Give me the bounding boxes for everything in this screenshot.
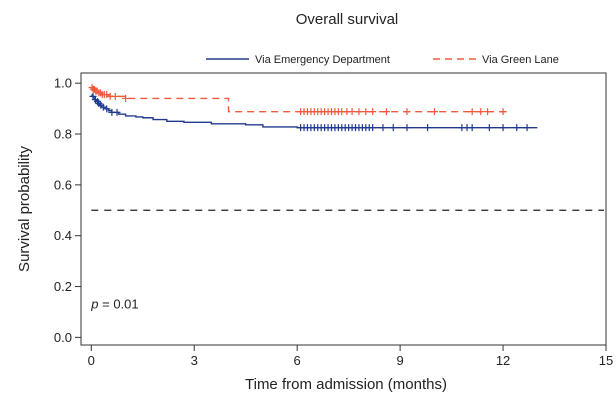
censor-mark-green-lane [369, 108, 377, 116]
x-tick-label: 15 [599, 353, 613, 368]
x-tick-label: 3 [191, 353, 198, 368]
censor-mark-green-lane [484, 108, 492, 116]
y-axis-label: Survival probability [16, 146, 33, 272]
censor-mark-emergency [113, 108, 121, 116]
y-tick-label: 0.4 [54, 228, 72, 243]
x-tick-label: 6 [294, 353, 301, 368]
x-tick-label: 12 [496, 353, 510, 368]
censor-mark-emergency [513, 124, 521, 132]
p-value-symbol: p [90, 296, 98, 311]
survival-curve-green-lane [91, 86, 510, 113]
censor-mark-emergency [499, 124, 507, 132]
legend-label-emergency: Via Emergency Department [255, 54, 390, 66]
y-tick-label: 0.6 [54, 177, 72, 192]
censor-mark-emergency [424, 124, 432, 132]
chart-title: Overall survival [296, 11, 399, 28]
annotation-group: p = 0.01 [90, 296, 138, 311]
y-tick-label: 0.0 [54, 330, 72, 345]
censor-mark-green-lane [111, 92, 119, 100]
p-value-text: = 0.01 [99, 296, 139, 311]
censor-mark-green-lane [348, 108, 356, 116]
censor-mark-green-lane [122, 94, 130, 102]
censor-mark-emergency [103, 105, 111, 113]
censor-mark-green-lane [362, 108, 370, 116]
y-tick-label: 0.8 [54, 127, 72, 142]
censor-mark-emergency [403, 124, 411, 132]
censor-mark-green-lane [430, 108, 438, 116]
y-tick-label: 0.2 [54, 279, 72, 294]
x-tick-label: 9 [397, 353, 404, 368]
series-group [88, 83, 538, 132]
x-tick-label: 0 [88, 353, 95, 368]
x-axis-label: Time from admission (months) [245, 376, 447, 393]
censor-mark-emergency [468, 124, 476, 132]
p-value-annotation: p = 0.01 [90, 296, 138, 311]
censor-mark-green-lane [477, 108, 485, 116]
legend-label-green-lane: Via Green Lane [482, 54, 559, 66]
censor-mark-emergency [485, 124, 493, 132]
censor-mark-green-lane [355, 108, 363, 116]
censor-mark-green-lane [499, 108, 507, 116]
censor-mark-emergency [379, 124, 387, 132]
censor-mark-green-lane [382, 108, 390, 116]
axis-ticks: 0 3 6 9 12 15 0.0 0.2 0.4 0.6 0.8 1.0 [54, 76, 613, 368]
legend: Via Emergency Department Via Green Lane [206, 54, 559, 66]
censor-mark-emergency [369, 124, 377, 132]
censor-mark-green-lane [468, 108, 476, 116]
censor-mark-green-lane [403, 108, 411, 116]
plot-frame [80, 72, 607, 346]
censor-mark-emergency [523, 124, 531, 132]
censor-mark-emergency [389, 124, 397, 132]
y-tick-label: 1.0 [54, 76, 72, 91]
